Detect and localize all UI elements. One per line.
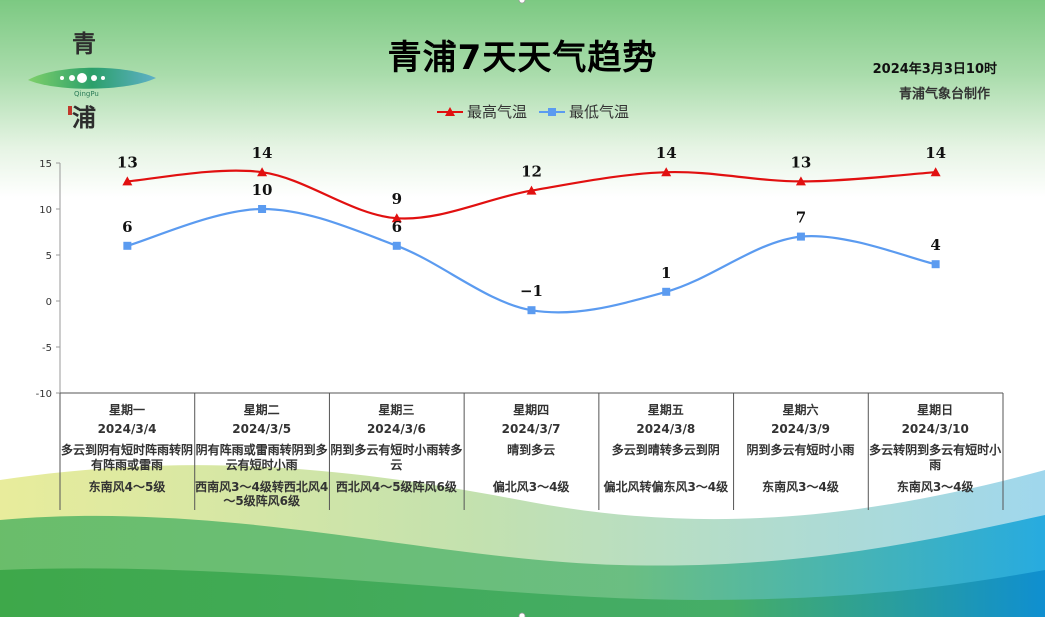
min-temp-point <box>931 260 940 269</box>
day-weather: 多云转阴到多云有短时小雨 <box>869 443 1002 472</box>
max-temp-point <box>257 167 268 177</box>
day-column: 星期三 2024/3/6 阴到多云有短时小雨转多云西北风4～5级阵风6级 <box>329 393 463 510</box>
day-wind: 东南风3～4级 <box>762 480 839 494</box>
chart-legend: 最高气温 最低气温 <box>437 101 629 122</box>
legend-min-label: 最低气温 <box>569 103 630 121</box>
day-weather: 阴有阵雨或雷雨转阴到多云有短时小雨 <box>195 443 328 472</box>
day-week: 星期五 <box>647 403 684 417</box>
day-column: 星期日 2024/3/10 多云转阴到多云有短时小雨东南风3～4级 <box>868 393 1002 510</box>
min-temp-point <box>123 241 132 250</box>
legend-max-label: 最高气温 <box>467 103 528 121</box>
day-column: 星期一 2024/3/4 多云到阴有短时阵雨转阴有阵雨或雷雨东南风4～5级 <box>60 393 194 510</box>
day-week: 星期三 <box>378 403 415 417</box>
day-week: 星期一 <box>108 403 145 417</box>
day-week: 星期四 <box>513 403 550 417</box>
max-temp-label: 14 <box>656 144 677 162</box>
max-temp-label: 13 <box>117 153 138 171</box>
logo-text: QingPu <box>74 90 99 98</box>
logo-char-top: 青 <box>72 29 96 58</box>
page-title: 青浦7天天气趋势 <box>387 38 658 78</box>
min-temp-label: 4 <box>930 236 940 254</box>
y-tick-label: -10 <box>36 389 52 400</box>
day-table-grid <box>59 392 1004 510</box>
day-wind: 西南风3～4级转西北风4～5级阵风6级 <box>195 480 329 508</box>
day-week: 星期六 <box>782 403 819 417</box>
legend-max-marker-icon <box>437 106 463 116</box>
logo-leaf-icon <box>28 67 156 89</box>
qingpu-logo: 青 QingPu 浦 <box>26 20 158 132</box>
day-date: 2024/3/9 <box>771 422 830 436</box>
max-temp-point <box>661 167 672 177</box>
day-wind: 东南风3～4级 <box>896 480 974 494</box>
day-weather: 多云到晴转多云到阴 <box>611 443 720 457</box>
min-temp-label: 10 <box>252 181 273 199</box>
min-temp-point <box>527 306 536 315</box>
day-column: 星期四 2024/3/7 晴到多云偏北风3～4级 <box>464 393 598 510</box>
logo-char-bottom: 浦 <box>72 103 96 132</box>
day-column: 星期二 2024/3/5 阴有阵雨或雷雨转阴到多云有短时小雨 西南风3～4级转西北风4… <box>195 393 329 510</box>
max-temp-label: 14 <box>252 144 273 162</box>
min-temp-label: −1 <box>520 282 543 300</box>
day-weather: 阴到多云有短时小雨转多云 <box>330 443 463 472</box>
legend-item-min: 最低气温 <box>539 101 629 122</box>
day-date: 2024/3/6 <box>366 422 426 436</box>
day-date: 2024/3/10 <box>901 422 969 436</box>
day-wind: 偏北风转偏东风3～4级 <box>603 480 729 494</box>
min-temp-label: 7 <box>796 209 806 227</box>
y-tick-label: 15 <box>39 159 52 170</box>
day-weather: 阴到多云有短时小雨 <box>746 443 855 457</box>
max-temp-label: 9 <box>392 190 402 208</box>
day-week: 星期日 <box>917 403 954 417</box>
min-temp-label: 6 <box>122 218 132 236</box>
y-tick-label: 5 <box>46 251 52 262</box>
day-weather: 晴到多云 <box>507 443 556 457</box>
max-temp-point <box>391 213 402 223</box>
max-temp-point <box>122 176 133 186</box>
max-temp-label: 12 <box>521 163 542 181</box>
max-temp-label: 14 <box>925 144 946 162</box>
day-weather: 多云到阴有短时阵雨转阴有阵雨或雷雨 <box>60 443 193 472</box>
day-date: 2024/3/8 <box>636 422 696 436</box>
issue-time: 2024年3月3日10时 <box>872 62 997 77</box>
plot-area: -10 -5 0 5 10 15 13 14 9 12 14 13 14 6 10 6 −1 1 7 4 <box>36 144 946 400</box>
day-wind: 东南风4～5级 <box>88 480 166 494</box>
day-date: 2024/3/5 <box>232 422 292 436</box>
min-temp-point <box>796 232 805 241</box>
min-temp-point <box>392 241 401 250</box>
max-temp-point <box>930 167 941 177</box>
day-date: 2024/3/7 <box>501 422 561 436</box>
y-tick-label: 0 <box>46 297 52 308</box>
logo-seal-icon <box>68 106 72 115</box>
max-temp-label: 13 <box>790 153 811 171</box>
min-temp-label: 1 <box>661 264 671 282</box>
min-temp-label: 6 <box>392 218 402 236</box>
legend-min-marker-icon <box>539 107 566 116</box>
y-tick-label: 10 <box>39 205 52 216</box>
day-wind: 偏北风3～4级 <box>492 480 570 494</box>
day-column: 星期六 2024/3/9 阴到多云有短时小雨 东南风3～4级 <box>734 393 868 510</box>
day-week: 星期二 <box>243 403 280 417</box>
day-column: 星期五 2024/3/8 多云到晴转多云到阴 偏北风转偏东风3～4级 <box>599 393 733 510</box>
maker-label: 青浦气象台制作 <box>898 87 990 102</box>
max-temp-point <box>526 185 537 195</box>
max-temp-point <box>795 176 806 186</box>
legend-item-max: 最高气温 <box>437 101 527 122</box>
min-temp-point <box>258 205 267 213</box>
min-temp-point <box>662 287 671 296</box>
y-tick-label: -5 <box>42 343 52 354</box>
day-date: 2024/3/4 <box>97 422 157 436</box>
day-wind: 西北风4～5级阵风6级 <box>335 480 457 494</box>
